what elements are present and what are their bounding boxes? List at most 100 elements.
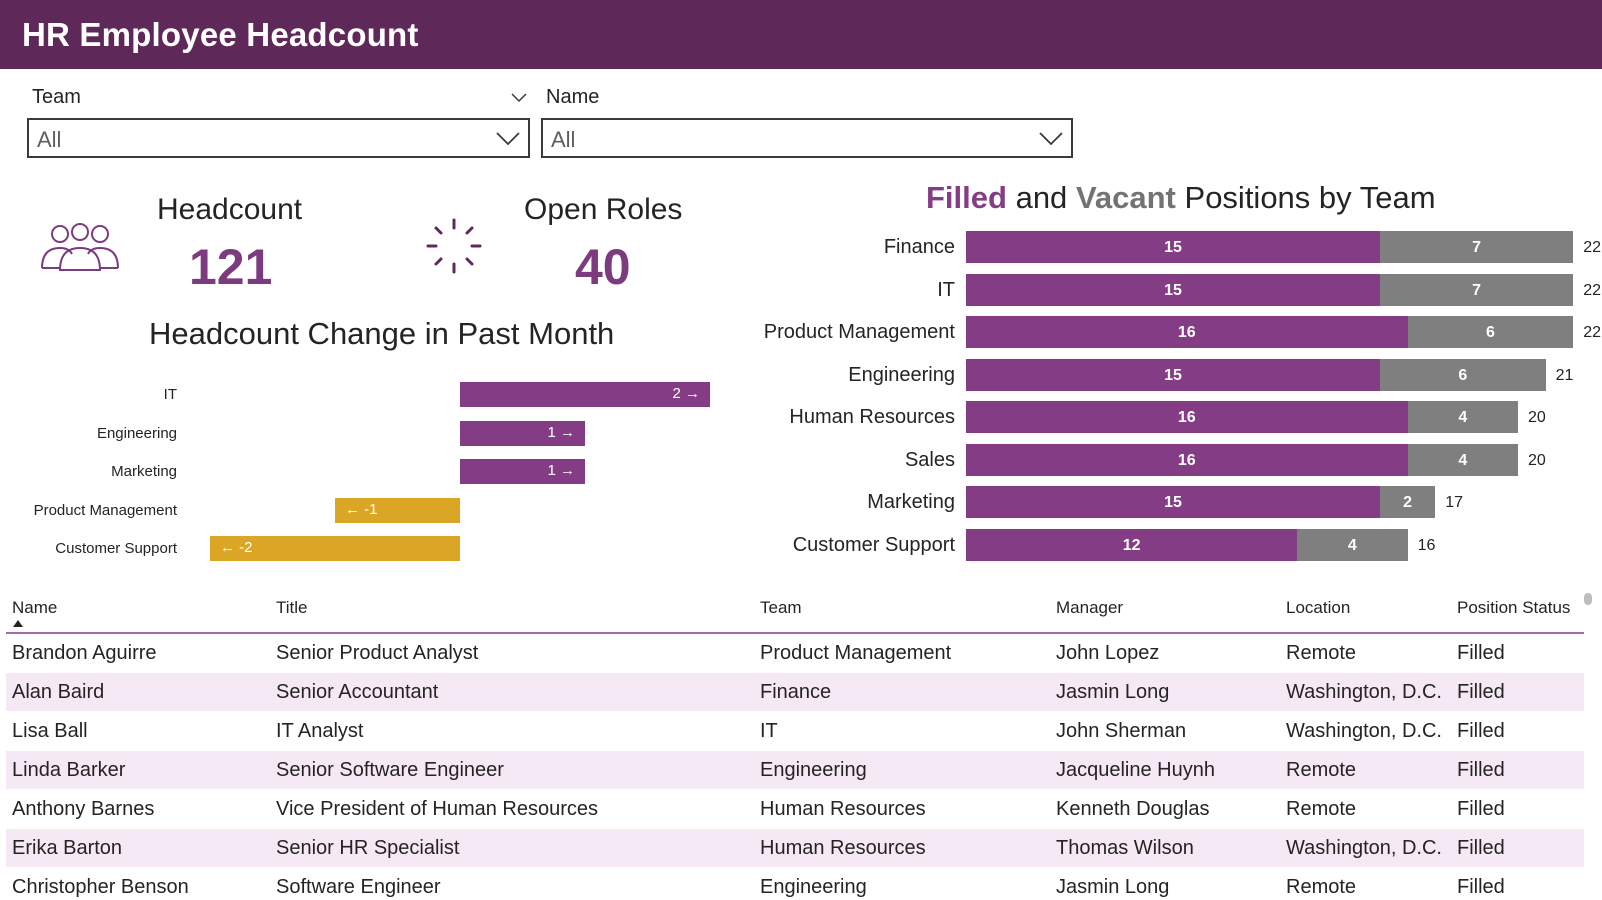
people-group-icon (41, 223, 119, 271)
team-total-label: 16 (1417, 536, 1436, 554)
vacant-bar[interactable]: 6 (1380, 358, 1546, 391)
change-category-label: Engineering (96, 424, 177, 442)
team-total-label: 21 (1555, 366, 1574, 384)
change-bar[interactable]: 1 → (460, 420, 585, 446)
change-category-label: IT (163, 386, 177, 403)
filled-bar[interactable]: 15 (966, 231, 1380, 263)
team-category-label: Customer Support (792, 533, 955, 556)
open-roles-label: Open Roles (524, 193, 683, 226)
sort-ascending-icon (13, 620, 23, 627)
report-title: HR Employee Headcount (22, 16, 419, 53)
table-cell: John Sherman (1056, 720, 1187, 742)
column-header-title[interactable]: Title (276, 598, 308, 617)
title-vacant-word: Vacant (1075, 180, 1176, 215)
segment-value-label: 7 (1472, 239, 1482, 256)
vacant-bar[interactable]: 4 (1407, 443, 1518, 476)
segment-value-label: 16 (1177, 324, 1196, 341)
change-value-label: 2 → (672, 385, 700, 402)
table-cell: Anthony Barnes (12, 798, 155, 820)
change-bar[interactable]: 1 → (460, 459, 585, 484)
change-category-label: Product Management (33, 501, 177, 519)
table-cell: Filled (1457, 681, 1505, 703)
vacant-bar[interactable]: 4 (1297, 528, 1408, 561)
vacant-bar[interactable]: 4 (1407, 401, 1518, 433)
team-total-label: 20 (1528, 409, 1546, 426)
headcount-change-title: Headcount Change in Past Month (149, 316, 615, 351)
title-and-word: and (1015, 180, 1068, 215)
vacant-bar[interactable]: 7 (1380, 273, 1574, 306)
change-bar[interactable]: 2 → (460, 382, 710, 407)
table-cell: Washington, D.C. (1286, 720, 1442, 742)
headcount-label: Headcount (157, 193, 303, 226)
table-cell: Senior HR Specialist (276, 837, 460, 859)
table-cell: Filled (1457, 837, 1505, 859)
column-header-position-status[interactable]: Position Status (1457, 598, 1571, 617)
column-header-team[interactable]: Team (760, 598, 802, 617)
table-cell: Jacqueline Huynh (1056, 759, 1215, 781)
filled-bar[interactable]: 16 (966, 401, 1408, 433)
table-scrollbar[interactable] (1584, 593, 1592, 605)
filled-bar[interactable]: 15 (966, 486, 1380, 518)
team-slicer-collapse-icon[interactable] (510, 89, 528, 105)
team-category-label: Human Resources (789, 406, 955, 428)
table-row[interactable]: Erika Barton Senior HR Specialist Human Re… (6, 829, 1584, 867)
title-filled-word: Filled (926, 180, 1007, 215)
table-row[interactable]: Lisa Ball IT Analyst IT John Sherman Washing… (6, 712, 1584, 750)
team-total-label: 22 (1583, 239, 1601, 256)
segment-value-label: 15 (1164, 239, 1182, 256)
table-cell: Human Resources (760, 798, 926, 820)
team-total-label: 22 (1583, 281, 1601, 299)
vacant-bar[interactable]: 6 (1407, 316, 1574, 348)
filled-bar[interactable]: 15 (966, 273, 1380, 306)
table-row[interactable]: Linda Barker Senior Software Engineer Engi… (6, 751, 1584, 789)
table-row[interactable]: Christopher Benson Software Engineer Engin… (6, 868, 1584, 900)
segment-value-label: 15 (1164, 281, 1182, 299)
table-cell: Remote (1286, 759, 1357, 781)
team-total-label: 17 (1445, 494, 1463, 511)
table-cell: Filled (1457, 720, 1505, 742)
table-cell: Brandon Aguirre (12, 642, 157, 664)
table-cell: Washington, D.C. (1286, 681, 1442, 703)
team-slicer-label: Team (32, 86, 81, 108)
segment-value-label: 6 (1485, 324, 1495, 341)
team-total-label: 20 (1528, 451, 1546, 469)
team-category-label: IT (937, 278, 955, 301)
table-row[interactable]: Alan Baird Senior Accountant Finance Jasmin… (6, 673, 1584, 711)
team-total-label: 22 (1583, 324, 1601, 341)
team-category-label: Engineering (848, 363, 955, 386)
table-cell: Product Management (760, 642, 952, 664)
vacant-bar[interactable]: 7 (1380, 231, 1574, 263)
filled-bar[interactable]: 12 (966, 528, 1298, 561)
segment-value-label: 16 (1177, 451, 1196, 469)
table-cell: Engineering (760, 876, 867, 898)
filled-bar[interactable]: 16 (966, 443, 1408, 476)
change-value-label: 1 → (547, 423, 575, 441)
table-cell: Kenneth Douglas (1056, 798, 1210, 820)
change-bar[interactable]: ← -2 (210, 536, 460, 561)
team-slicer-dropdown[interactable]: All (27, 118, 530, 158)
column-header-manager[interactable]: Manager (1056, 598, 1124, 617)
table-cell: IT (760, 720, 778, 742)
table-cell: Remote (1286, 876, 1357, 898)
table-row[interactable]: Brandon Aguirre Senior Product Analyst Pro… (6, 634, 1584, 672)
table-cell: IT Analyst (276, 720, 364, 742)
segment-value-label: 4 (1347, 536, 1357, 554)
chevron-down-icon (496, 132, 520, 146)
column-header-name[interactable]: Name (12, 598, 58, 617)
segment-value-label: 6 (1458, 366, 1468, 384)
table-cell: John Lopez (1056, 642, 1160, 664)
chevron-down-icon (1039, 132, 1063, 146)
headcount-value: 121 (189, 239, 273, 295)
table-cell: Human Resources (760, 837, 926, 859)
column-header-location[interactable]: Location (1286, 598, 1351, 617)
segment-value-label: 2 (1403, 494, 1413, 511)
vacant-bar[interactable]: 2 (1380, 486, 1436, 518)
loading-spinner-icon (426, 218, 482, 274)
change-bar[interactable]: ← -1 (335, 497, 460, 523)
table-cell: Software Engineer (276, 876, 441, 898)
name-slicer-dropdown[interactable]: All (541, 118, 1073, 158)
table-cell: Senior Accountant (276, 681, 439, 703)
table-row[interactable]: Anthony Barnes Vice President of Human Re… (6, 790, 1584, 828)
filled-bar[interactable]: 16 (966, 316, 1408, 348)
filled-bar[interactable]: 15 (966, 358, 1380, 391)
